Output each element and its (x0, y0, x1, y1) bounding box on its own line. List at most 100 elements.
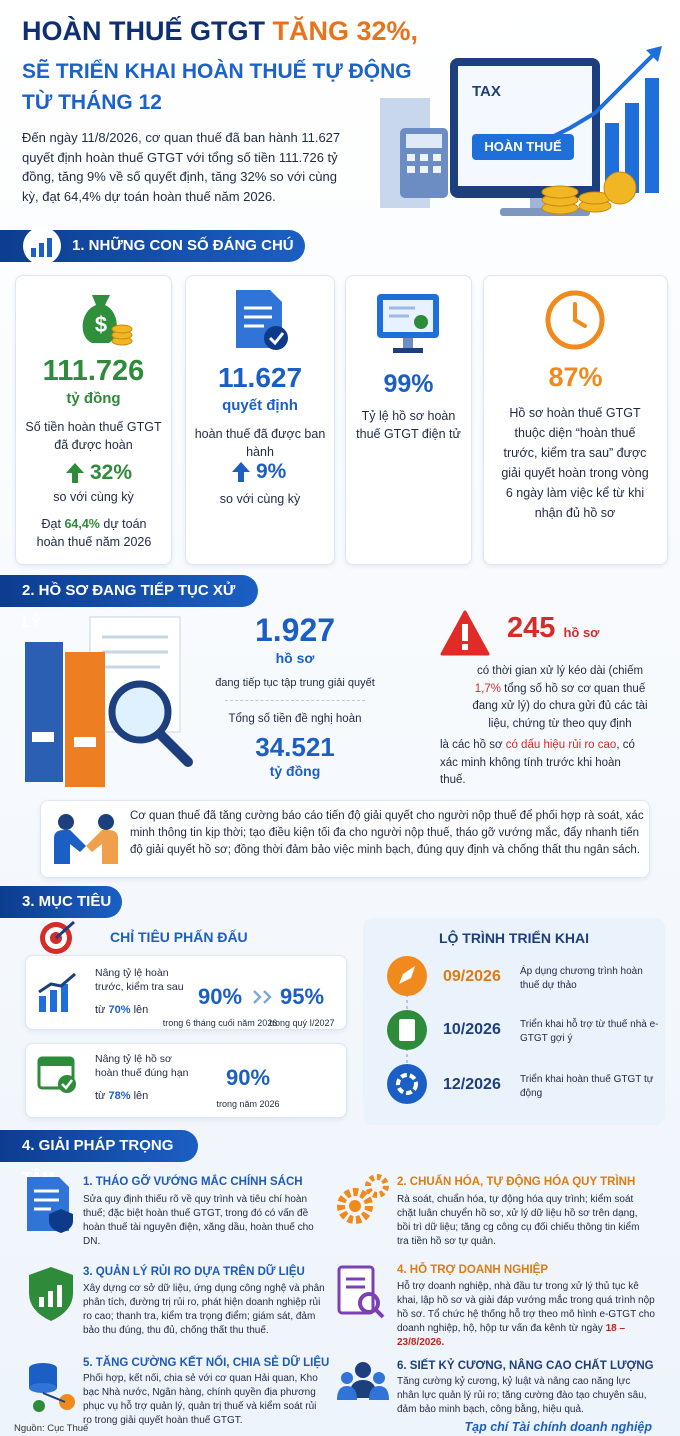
note-box (40, 800, 650, 878)
pending-unit: hồ sơ (275, 650, 315, 666)
goal-value: 90% (197, 984, 243, 1009)
gears-icon (337, 1174, 389, 1224)
divider (225, 700, 365, 701)
roadmap-text: Triển khai hoàn thuế GTGT tự động (520, 1074, 654, 1099)
stat-description: Hồ sơ hoàn thuế GTGT thuộc diện “hoàn th… (501, 406, 649, 520)
stat-change-note: so với cùng kỳ (53, 490, 134, 504)
text-run: tổng số hồ sơ cơ quan thuế đang xử lý) d… (472, 682, 648, 730)
stat-value: 11.627 (217, 362, 303, 393)
stat-change-note: so với cùng kỳ (219, 492, 301, 506)
title-line-1: HOÀN THUẾ GTGT TĂNG 32%, (22, 16, 418, 47)
text-run: 245 (507, 612, 556, 644)
targets-title: CHỈ TIÊU PHẤN ĐẤU (110, 929, 248, 945)
text-run: hồ sơ (563, 625, 600, 640)
pending-value: 1.927 (254, 612, 336, 648)
target-from: từ 78% lên (95, 1089, 148, 1103)
goal-value: 95% (279, 984, 325, 1009)
text-run: dự toán hoàn thuế năm 2026 (36, 517, 152, 549)
stat-description: Tỷ lệ hồ sơ hoàn thuế GTGT điện tử (356, 409, 461, 441)
section-heading: 3. MỤC TIÊU (0, 886, 122, 918)
stat-extra: Đạt 64,4% dự toán hoàn thuế năm 2026 (28, 515, 160, 551)
warning-icon (440, 610, 490, 656)
text-run: 18 – 23/8/2026. (397, 1323, 626, 1348)
text-run: , có xác minh không tính trước khi hoàn … (440, 739, 635, 786)
warning-text: có thời gian xử lý kéo dài (chiếm 1,7% t… (470, 663, 650, 733)
tax-label: TAX (472, 83, 501, 100)
source: Nguồn: Cục Thuế (14, 1423, 89, 1434)
text-run: 64,4% (64, 517, 100, 531)
target-label: Nâng tỷ lệ hồ sơ hoàn thuế đúng hạn (95, 1053, 189, 1079)
text-run: từ (95, 1004, 109, 1016)
title-line-3: TỪ THÁNG 12 (22, 91, 162, 114)
target-box (25, 1043, 347, 1118)
solution-text: Xây dựng cơ sở dữ liệu, ứng dụng công ng… (83, 1283, 325, 1336)
text-run: từ (95, 1090, 109, 1102)
goal-value: 90% (225, 1065, 271, 1090)
clock-icon (545, 290, 605, 350)
solution-text: Rà soát, chuẩn hóa, tự động hóa quy trìn… (397, 1194, 640, 1247)
solution-text: Tăng cường kỷ cương, kỷ luật và nâng cao… (397, 1376, 647, 1415)
goal-note: trong năm 2026 (216, 1099, 280, 1109)
target-box (25, 955, 347, 1030)
solution-title: 5. TĂNG CƯỜNG KẾT NỐI, CHIA SẺ DỮ LIỆU (83, 1357, 330, 1369)
text-run: có dấu hiệu rủi ro cao (505, 739, 617, 751)
tax-illustration (380, 46, 662, 216)
note-text: Cơ quan thuế đã tăng cường báo cáo tiến … (130, 810, 644, 856)
monitor-icon (377, 294, 439, 353)
stat-unit: tỷ đồng (66, 390, 121, 407)
stat-value: 99% (383, 370, 434, 398)
text-run: 78% (108, 1090, 131, 1102)
intro: Đến ngày 11/8/2026, cơ quan thuế đã ban … (22, 130, 341, 204)
money-icon: $ (82, 295, 133, 346)
solution-title: 3. QUẢN LÝ RỦI RO DỰA TRÊN DỮ LIỆU (83, 1266, 305, 1278)
support-icon (337, 1265, 385, 1319)
title-text: HOÀN THUẾ GTGT (22, 16, 273, 46)
roadmap-date: 09/2026 (443, 968, 501, 985)
stat-description: hoàn thuế đã được ban hành (194, 427, 326, 459)
solution-title: 6. SIẾT KỶ CƯƠNG, NÂNG CAO CHẤT LƯỢNG (397, 1360, 654, 1372)
target-from: từ 70% lên (95, 1003, 148, 1017)
document-icon (236, 290, 288, 350)
target-icon (40, 920, 75, 954)
text-run: 1,7% (474, 682, 501, 695)
goal-note: trong quý I/2027 (269, 1018, 335, 1028)
stat-description: Số tiền hoàn thuế GTGT đã được hoàn (25, 420, 162, 452)
section-heading: 4. GIẢI PHÁP TRỌNG TÂM (0, 1130, 198, 1186)
amount-unit: tỷ đồng (269, 763, 321, 779)
icon-glyph: $ (95, 312, 107, 337)
section-heading: 2. HỒ SƠ ĐANG TIẾP TỤC XỬ LÝ (0, 575, 258, 631)
text-run: có thời gian xử lý kéo dài (chiếm (476, 665, 644, 677)
title-line-2: SẼ TRIỂN KHAI HOÀN THUẾ TỰ ĐỘNG (22, 60, 412, 83)
solution-title: 4. HỖ TRỢ DOANH NGHIỆP (397, 1264, 549, 1276)
policy-icon (27, 1177, 73, 1233)
publisher: Tạp chí Tài chính doanh nghiệp (464, 1420, 653, 1434)
amount-value: 34.521 (255, 732, 335, 762)
title-highlight: TĂNG 32%, (272, 16, 419, 46)
team-icon (337, 1362, 389, 1400)
up-arrow (232, 462, 250, 482)
roadmap-title: LỘ TRÌNH TRIỂN KHAI (438, 930, 590, 946)
growth-icon (38, 972, 76, 1012)
solution-title: 2. CHUẨN HÓA, TỰ ĐỘNG HÓA QUY TRÌNH (397, 1176, 636, 1188)
pending-description: đang tiếp tục tập trung giải quyết (215, 677, 375, 689)
stat-unit: quyết định (222, 397, 298, 414)
stat-change: 9% (256, 460, 287, 483)
handshake-icon (54, 814, 118, 864)
text-run: là các hồ sơ (440, 739, 506, 751)
up-arrow (66, 463, 84, 483)
roadmap-date: 12/2026 (443, 1076, 501, 1093)
calendar-icon (37, 1056, 76, 1093)
amount-label: Tổng số tiền đề nghị hoàn (228, 713, 362, 725)
text-run: 70% (108, 1004, 131, 1016)
solution-text: Hỗ trợ doanh nghiệp, nhà đầu tư trong xử… (397, 1280, 659, 1350)
text-run: lên (130, 1090, 149, 1102)
stat-value: 87% (548, 362, 603, 392)
network-icon (29, 1363, 75, 1412)
text-run: Hỗ trợ doanh nghiệp, nhà đầu tư trong xử… (397, 1281, 655, 1334)
solution-text: Phối hợp, kết nối, chia sẻ với cơ quan H… (83, 1373, 318, 1426)
stat-change: 32% (90, 461, 133, 484)
roadmap-icons (387, 956, 427, 1104)
roadmap-text: Triển khai hỗ trợ từ thuế nhà e-GTGT gợi… (520, 1019, 659, 1044)
arrow-chevrons (253, 990, 272, 1004)
